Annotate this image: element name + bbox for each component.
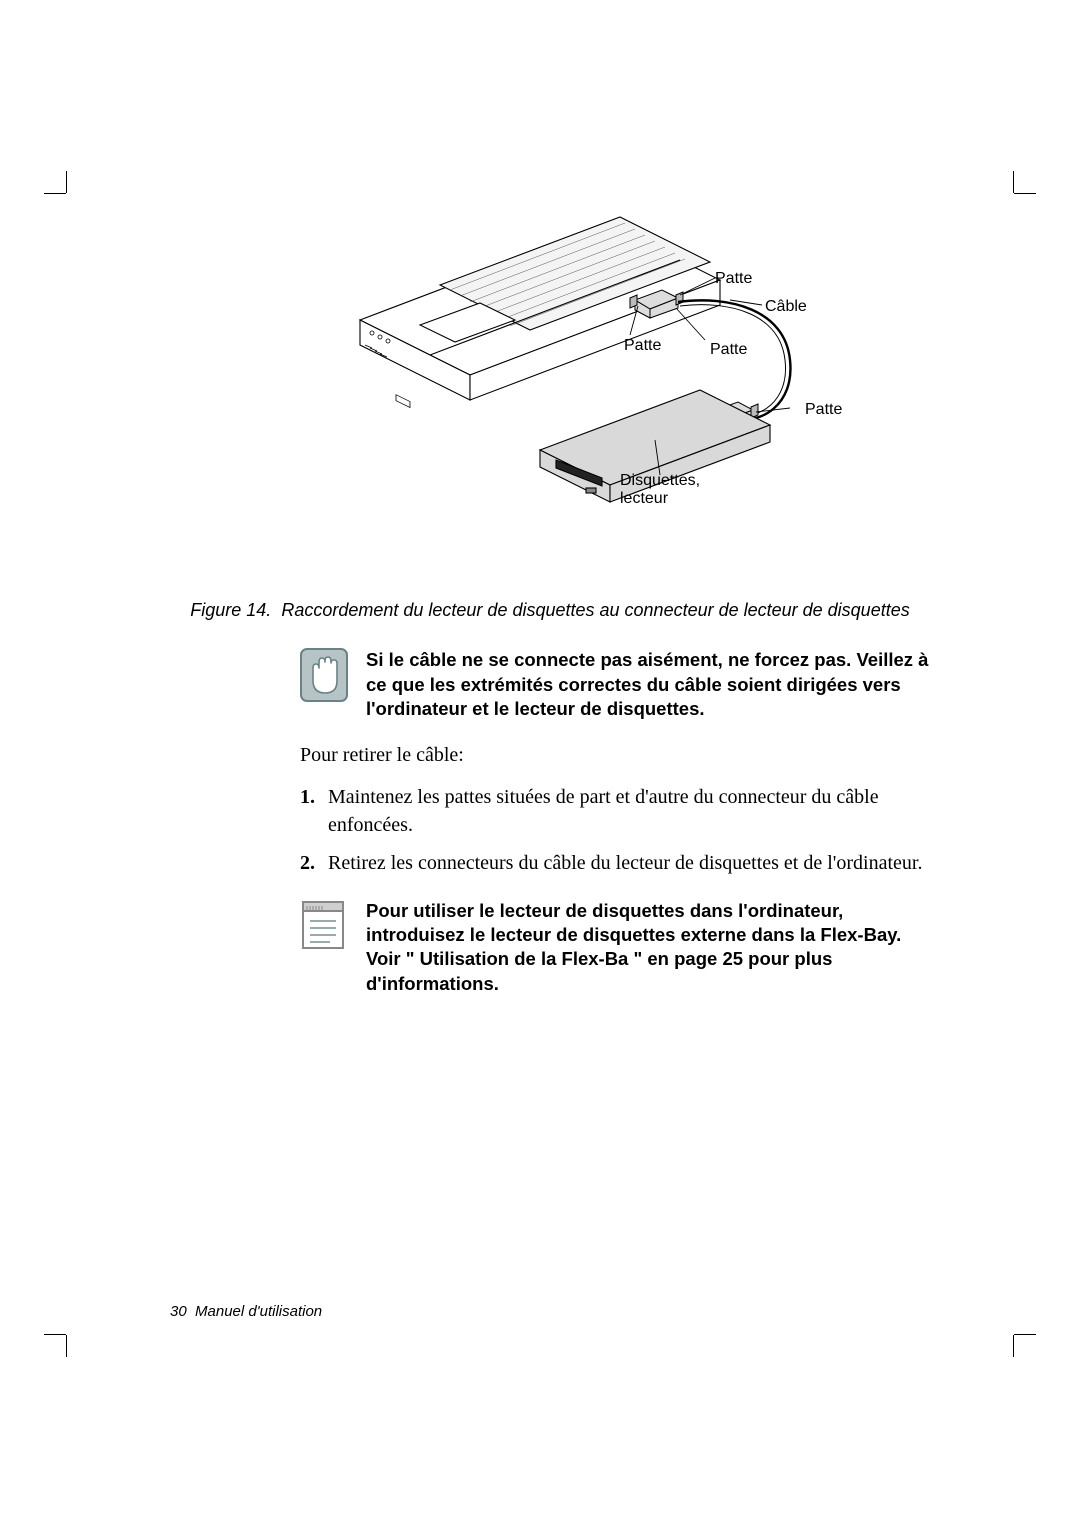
figure-caption-text: Raccordement du lecteur de disquettes au… <box>281 600 909 620</box>
caution-callout: Si le câble ne se connecte pas aisément,… <box>300 648 930 721</box>
figure-label-drive-line1: Disquettes, <box>620 472 700 489</box>
caution-hand-icon <box>300 648 348 707</box>
note-text: Pour utiliser le lecteur de disquettes d… <box>366 899 930 997</box>
step-text: Maintenez les pattes situées de part et … <box>328 783 930 839</box>
step-number: 2. <box>300 849 328 877</box>
figure-label-drive-line2: lecteur <box>620 490 668 507</box>
figure-label-patte-right: Patte <box>805 401 842 419</box>
crop-mark <box>44 1334 66 1335</box>
crop-mark <box>1013 171 1014 193</box>
step-number: 1. <box>300 783 328 839</box>
figure-caption: Figure 14. Raccordement du lecteur de di… <box>170 598 930 622</box>
figure-label-patte-top: Patte <box>715 270 752 288</box>
intro-paragraph: Pour retirer le câble: <box>300 742 930 769</box>
crop-mark <box>1014 193 1036 194</box>
figure-label-patte-left: Patte <box>624 337 661 355</box>
caution-text: Si le câble ne se connecte pas aisément,… <box>366 648 930 721</box>
page: Patte Câble Patte Patte Patte Disquettes… <box>0 0 1080 1528</box>
page-footer: 30 Manuel d'utilisation <box>170 1303 322 1320</box>
step-item: 1. Maintenez les pattes situées de part … <box>300 783 930 839</box>
figure: Patte Câble Patte Patte Patte Disquettes… <box>170 150 930 580</box>
crop-mark <box>1014 1334 1036 1335</box>
figure-label-drive: Disquettes, lecteur <box>620 472 700 509</box>
note-page-icon <box>300 899 348 956</box>
page-number: 30 <box>170 1303 187 1320</box>
crop-mark <box>1013 1335 1014 1357</box>
crop-mark <box>44 193 66 194</box>
steps-list: 1. Maintenez les pattes situées de part … <box>300 783 930 877</box>
note-callout: Pour utiliser le lecteur de disquettes d… <box>300 899 930 997</box>
crop-mark <box>66 171 67 193</box>
step-item: 2. Retirez les connecteurs du câble du l… <box>300 849 930 877</box>
figure-label-cable: Câble <box>765 298 807 316</box>
crop-mark <box>66 1335 67 1357</box>
content-area: Patte Câble Patte Patte Patte Disquettes… <box>170 150 930 996</box>
figure-label-patte-mid: Patte <box>710 341 747 359</box>
figure-illustration <box>290 150 810 510</box>
step-text: Retirez les connecteurs du câble du lect… <box>328 849 930 877</box>
figure-caption-prefix: Figure 14. <box>190 600 271 620</box>
footer-title: Manuel d'utilisation <box>195 1303 322 1320</box>
